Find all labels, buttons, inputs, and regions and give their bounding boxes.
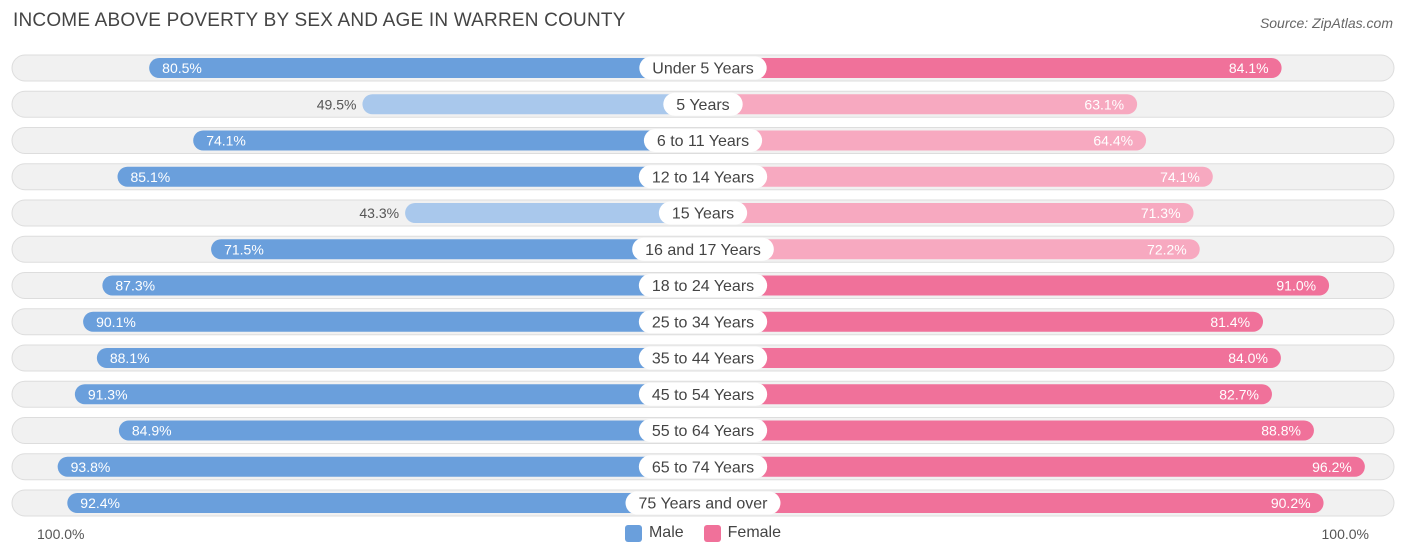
bar-male <box>405 203 703 223</box>
value-label-female: 63.1% <box>1084 96 1124 112</box>
category-label: 45 to 54 Years <box>652 387 754 404</box>
value-label-female: 88.8% <box>1261 423 1301 439</box>
value-label-male: 71.5% <box>224 241 264 257</box>
value-label-female: 82.7% <box>1219 386 1259 402</box>
legend-item-male: Male <box>624 524 684 542</box>
value-label-male: 84.9% <box>132 423 172 439</box>
bar-male <box>67 493 703 513</box>
bar-male <box>117 166 703 187</box>
category-pill <box>638 274 768 297</box>
value-label-male: 85.1% <box>131 169 171 185</box>
legend-swatch-female <box>703 524 721 542</box>
bar-female <box>703 275 1330 296</box>
category-pill <box>658 201 748 225</box>
bar-female <box>703 239 1200 260</box>
category-label: 55 to 64 Years <box>652 423 754 440</box>
category-label: 35 to 44 Years <box>652 351 754 368</box>
axis-left-label: 100.0% <box>37 526 85 542</box>
value-label-female: 72.2% <box>1147 241 1187 257</box>
category-label: 18 to 24 Years <box>652 278 754 295</box>
bar-male <box>362 94 703 115</box>
bar-male <box>74 384 703 405</box>
bar-female <box>703 348 1281 368</box>
bar-female <box>703 311 1264 332</box>
category-label: 12 to 14 Years <box>652 169 754 186</box>
category-label: 5 Years <box>676 97 729 114</box>
bar-female <box>703 420 1314 441</box>
category-pill <box>639 56 767 80</box>
value-label-female: 90.2% <box>1271 495 1311 511</box>
bar-female <box>703 456 1365 477</box>
legend-label-female: Female <box>727 524 782 541</box>
value-label-female: 84.0% <box>1228 350 1268 366</box>
bar-female <box>703 94 1138 115</box>
bar-male <box>96 348 703 368</box>
bar-female <box>703 384 1272 405</box>
category-pill <box>638 346 768 370</box>
value-label-male: 92.4% <box>80 495 120 511</box>
value-label-female: 74.1% <box>1160 169 1200 185</box>
value-label-male: 80.5% <box>162 60 202 76</box>
category-label: 6 to 11 Years <box>657 133 749 150</box>
bar-male <box>83 311 703 332</box>
bar-male <box>211 239 703 260</box>
bar-female <box>703 493 1324 513</box>
value-label-female: 81.4% <box>1210 314 1250 330</box>
category-pill <box>632 237 774 261</box>
bar-female <box>703 130 1147 151</box>
category-pill <box>643 129 763 152</box>
category-label: 25 to 34 Years <box>652 314 754 331</box>
value-label-male: 74.1% <box>206 133 246 149</box>
category-label: 65 to 74 Years <box>652 459 754 476</box>
legend-label-male: Male <box>648 524 684 541</box>
value-label-male: 43.3% <box>359 205 399 221</box>
value-label-male: 93.8% <box>71 459 111 475</box>
legend-item-female: Female <box>703 524 782 542</box>
value-label-male: 88.1% <box>110 350 150 366</box>
category-pill <box>638 455 768 479</box>
value-label-female: 91.0% <box>1276 278 1316 294</box>
chart-title: INCOME ABOVE POVERTY BY SEX AND AGE IN W… <box>13 10 626 31</box>
chart-plot: 80.5% 84.1% Under 5 Years 49.5% 63.1% 5 Years… <box>11 54 1395 517</box>
bar-male <box>193 130 703 151</box>
category-pill <box>638 165 768 189</box>
bar-female <box>703 58 1282 78</box>
bar-male <box>118 420 703 441</box>
category-pill <box>625 491 781 515</box>
category-label: 15 Years <box>672 206 734 223</box>
bar-female <box>703 166 1213 187</box>
bar-female <box>703 203 1194 223</box>
axis-right-label: 100.0% <box>1321 526 1369 542</box>
bar-male <box>57 456 703 477</box>
category-pill <box>638 382 768 406</box>
value-label-male: 90.1% <box>96 314 136 330</box>
category-label: 75 Years and over <box>639 496 769 513</box>
value-label-male: 49.5% <box>317 96 357 112</box>
value-label-male: 91.3% <box>88 386 128 402</box>
category-label: 16 and 17 Years <box>645 242 761 259</box>
bar-male <box>102 275 704 296</box>
category-pill <box>663 92 743 116</box>
value-label-female: 64.4% <box>1093 133 1133 149</box>
value-label-female: 96.2% <box>1312 459 1352 475</box>
bar-male <box>149 58 703 78</box>
category-pill <box>638 310 768 334</box>
legend-swatch-male <box>624 524 642 542</box>
category-label: Under 5 Years <box>652 61 753 78</box>
value-label-female: 84.1% <box>1229 60 1269 76</box>
value-label-male: 87.3% <box>115 278 155 294</box>
category-pill <box>638 419 768 442</box>
legend: Male Female <box>0 524 1406 542</box>
value-label-female: 71.3% <box>1141 205 1181 221</box>
chart-source: Source: ZipAtlas.com <box>1259 15 1393 31</box>
